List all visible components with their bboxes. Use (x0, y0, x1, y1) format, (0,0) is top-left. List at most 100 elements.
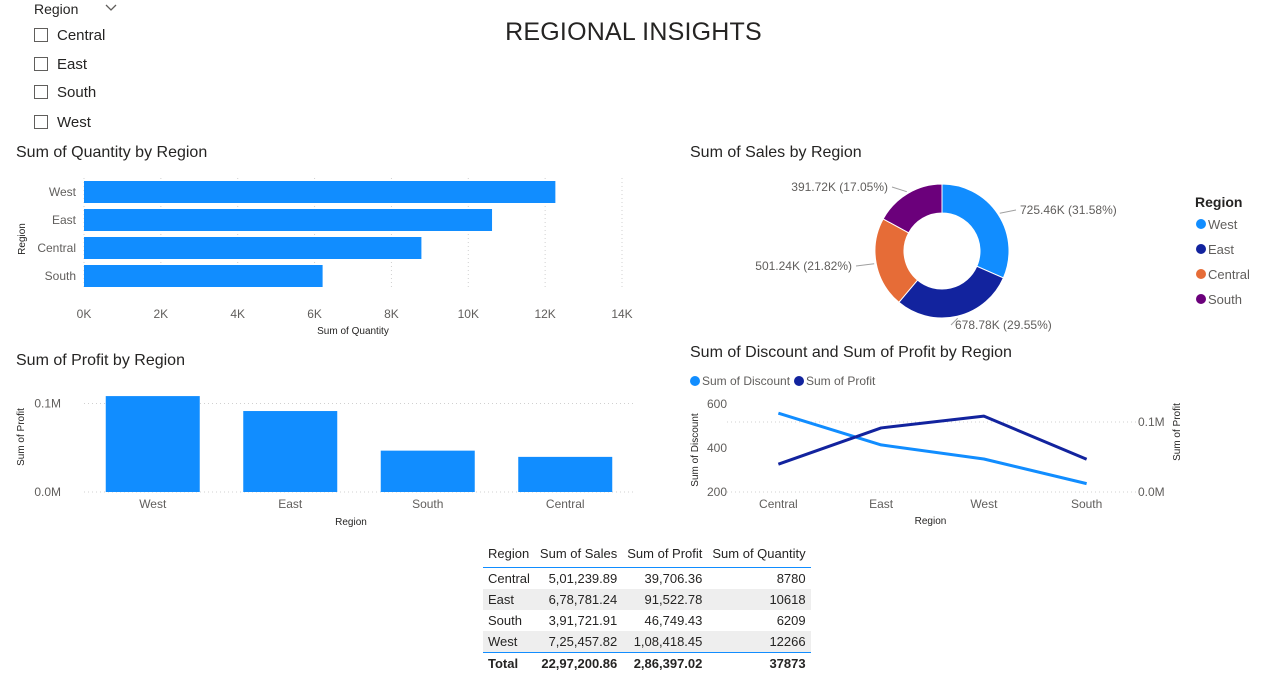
x-tick-label: 2K (154, 307, 169, 321)
column-header-sales[interactable]: Sum of Sales (534, 544, 623, 568)
quantity-bar-chart[interactable]: 0K 2K 4K 6K 8K 10K 12K 14K West East Central South S… (0, 165, 660, 345)
y-tick-label: East (52, 213, 77, 227)
cell-total-quantity: 37873 (707, 652, 811, 674)
slicer-item-label: South (57, 83, 97, 101)
x-tick-label: West (970, 497, 998, 511)
series-line-sum-of-profit (777, 414, 1088, 466)
legend-marker (1196, 219, 1206, 229)
y-axis-title: Sum of Discount (690, 413, 701, 487)
x-tick-label: East (278, 497, 303, 511)
bar-east (84, 209, 493, 231)
slicer-item-east[interactable]: East (34, 54, 87, 74)
y-tick-label: 600 (707, 397, 727, 411)
slicer-item-south[interactable]: South (34, 82, 96, 102)
x-tick-label: West (139, 497, 167, 511)
slicer-item-central[interactable]: Central (34, 25, 105, 45)
x-axis-title: Region (915, 516, 947, 527)
cell-sales: 5,01,239.89 (548, 571, 618, 586)
data-label: 725.46K (31.58%) (1020, 203, 1117, 217)
y-tick-label: 200 (707, 485, 727, 499)
profit-chart-title: Sum of Profit by Region (16, 352, 185, 369)
column-header-profit[interactable]: Sum of Profit (622, 544, 708, 568)
y-tick-label: 0.0M (34, 485, 61, 499)
leader-line (891, 186, 907, 193)
bar-west (105, 396, 200, 492)
sales-donut-chart[interactable]: 725.46K (31.58%) 678.78K (29.55%) 501.24K … (660, 165, 1267, 340)
x-tick-label: South (412, 497, 443, 511)
cell-profit: 91,522.78 (622, 589, 708, 610)
x-tick-label: 10K (458, 307, 479, 321)
table-header-row: Region Sum of Sales Sum of Profit Sum of… (483, 544, 811, 568)
table-row: South 3,91,721.91 46,749.43 6209 (483, 610, 811, 631)
legend-title: Region (1195, 194, 1242, 210)
cell-sales: 7,25,457.82 (534, 631, 623, 653)
region-slicer-title: Region (34, 1, 79, 17)
checkbox-central[interactable] (34, 28, 48, 42)
bar-east (243, 411, 338, 492)
summary-table: Region Sum of Sales Sum of Profit Sum of… (483, 544, 811, 674)
table-row: East 6,78,781.24 91,522.78 10618 (483, 589, 811, 610)
cell-profit: 46,749.43 (644, 613, 703, 628)
checkbox-west[interactable] (34, 115, 48, 129)
leader-line (950, 317, 959, 326)
series-line-sum-of-discount (777, 411, 1087, 486)
y-axis-title: Sum of Profit (16, 408, 27, 466)
column-header-quantity[interactable]: Sum of Quantity (707, 544, 811, 568)
legend-marker (794, 376, 804, 386)
donut-slice-east (898, 265, 1005, 319)
y-tick-label: 400 (707, 441, 727, 455)
discount-profit-chart-title: Sum of Discount and Sum of Profit by Reg… (690, 344, 1012, 361)
column-header-region[interactable]: Region (483, 544, 535, 568)
leader-line (999, 209, 1017, 214)
y-tick-label: Central (37, 241, 76, 255)
summary-table-container: Region Sum of Sales Sum of Profit Sum of… (483, 544, 811, 674)
x-tick-label: South (1071, 497, 1102, 511)
checkbox-south[interactable] (34, 85, 48, 99)
cell-region: South (488, 613, 522, 628)
slicer-item-west[interactable]: West (34, 112, 91, 132)
table-row: Central 5,01,239.89 39,706.36 8780 (483, 568, 811, 590)
cell-sales: 6,78,781.24 (534, 589, 623, 610)
cell-region: Central (488, 571, 530, 586)
data-label: 678.78K (29.55%) (955, 318, 1052, 332)
bar-west (84, 181, 556, 203)
donut-slice-west (941, 183, 1010, 279)
y-axis-title: Region (17, 223, 28, 255)
y2-tick-label: 0.0M (1138, 485, 1165, 499)
cell-total-profit: 2,86,397.02 (622, 652, 708, 674)
checkbox-east[interactable] (34, 57, 48, 71)
x-tick-label: 0K (77, 307, 92, 321)
bar-central (84, 237, 422, 259)
sales-chart-title: Sum of Sales by Region (690, 144, 862, 161)
leader-line (855, 263, 875, 267)
bar-south (380, 450, 475, 492)
legend-item: Sum of Profit (806, 374, 876, 388)
slicer-item-label: Central (57, 26, 106, 44)
legend-item: East (1208, 242, 1234, 257)
cell-quantity: 8780 (776, 571, 806, 586)
slicer-item-label: East (57, 55, 88, 73)
quantity-chart-title: Sum of Quantity by Region (16, 144, 208, 161)
cell-profit: 1,08,418.45 (622, 631, 708, 653)
y2-axis-title: Sum of Profit (1172, 403, 1183, 461)
legend-item: Sum of Discount (702, 374, 791, 388)
legend-marker (1196, 269, 1206, 279)
legend-item: South (1208, 292, 1242, 307)
legend-marker (690, 376, 700, 386)
x-tick-label: 4K (230, 307, 245, 321)
cell-total-label: Total (483, 652, 535, 674)
discount-profit-line-chart[interactable]: Sum of Discount Sum of Profit 600 400 200 0.1… (680, 368, 1220, 533)
slicer-item-label: West (57, 113, 91, 131)
cell-quantity: 6209 (776, 613, 806, 628)
x-tick-label: 12K (534, 307, 555, 321)
x-axis-title: Region (335, 517, 367, 528)
cell-total-sales: 22,97,200.86 (534, 652, 623, 674)
x-tick-label: Central (759, 497, 798, 511)
data-label: 391.72K (17.05%) (791, 180, 888, 194)
x-tick-label: 14K (611, 307, 632, 321)
profit-column-chart[interactable]: 0.0M 0.1M West East South Central Region Sum of… (0, 395, 660, 535)
chevron-down-icon[interactable] (104, 2, 118, 14)
bar-central (518, 456, 613, 492)
legend-marker (1196, 244, 1206, 254)
legend-item: Central (1208, 267, 1250, 282)
